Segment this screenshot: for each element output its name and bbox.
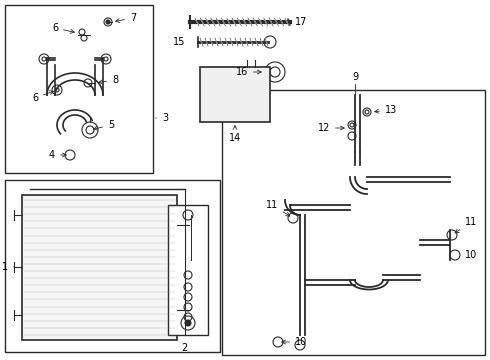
Text: 10: 10 [465, 250, 477, 260]
Text: 3: 3 [156, 113, 168, 123]
Text: 4: 4 [49, 150, 66, 160]
Bar [5, 5, 153, 173]
Text: 10: 10 [282, 337, 307, 347]
Text: 13: 13 [375, 105, 397, 115]
Text: 7: 7 [116, 13, 136, 23]
Bar [222, 90, 485, 355]
Text: 14: 14 [229, 126, 241, 143]
Circle shape [185, 320, 191, 326]
Text: 11: 11 [266, 200, 290, 216]
Bar [22, 195, 177, 340]
Text: 17: 17 [295, 17, 307, 27]
Text: 15: 15 [172, 37, 185, 47]
Text: 5: 5 [94, 120, 114, 130]
Text: 6: 6 [52, 23, 74, 33]
Text: 1: 1 [2, 262, 14, 272]
Bar [200, 67, 270, 122]
Text: 8: 8 [98, 75, 118, 85]
Text: 2: 2 [181, 343, 187, 353]
Bar [5, 180, 220, 352]
Text: 12: 12 [318, 123, 344, 133]
Text: 9: 9 [352, 72, 358, 82]
Bar [240, 73, 264, 113]
Circle shape [106, 20, 110, 24]
Text: 16: 16 [236, 67, 261, 77]
Text: 11: 11 [455, 217, 477, 233]
Text: 6: 6 [32, 91, 53, 103]
Bar [168, 205, 208, 335]
